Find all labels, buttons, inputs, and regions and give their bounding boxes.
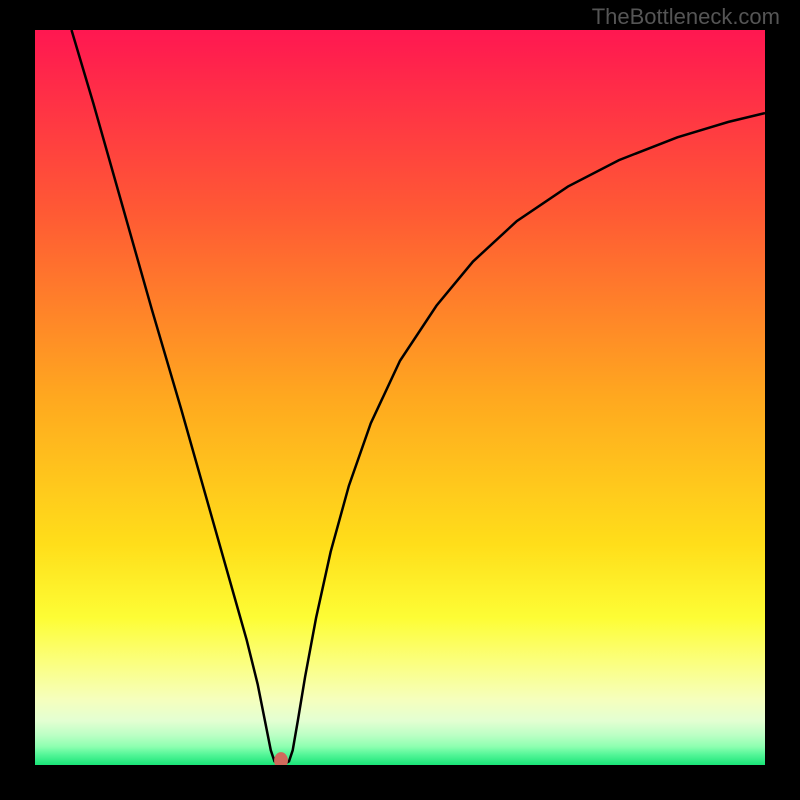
plot-area <box>35 30 765 765</box>
bottleneck-curve <box>72 30 766 764</box>
minimum-marker <box>274 752 288 765</box>
watermark-text: TheBottleneck.com <box>592 4 780 30</box>
chart-svg <box>35 30 765 765</box>
